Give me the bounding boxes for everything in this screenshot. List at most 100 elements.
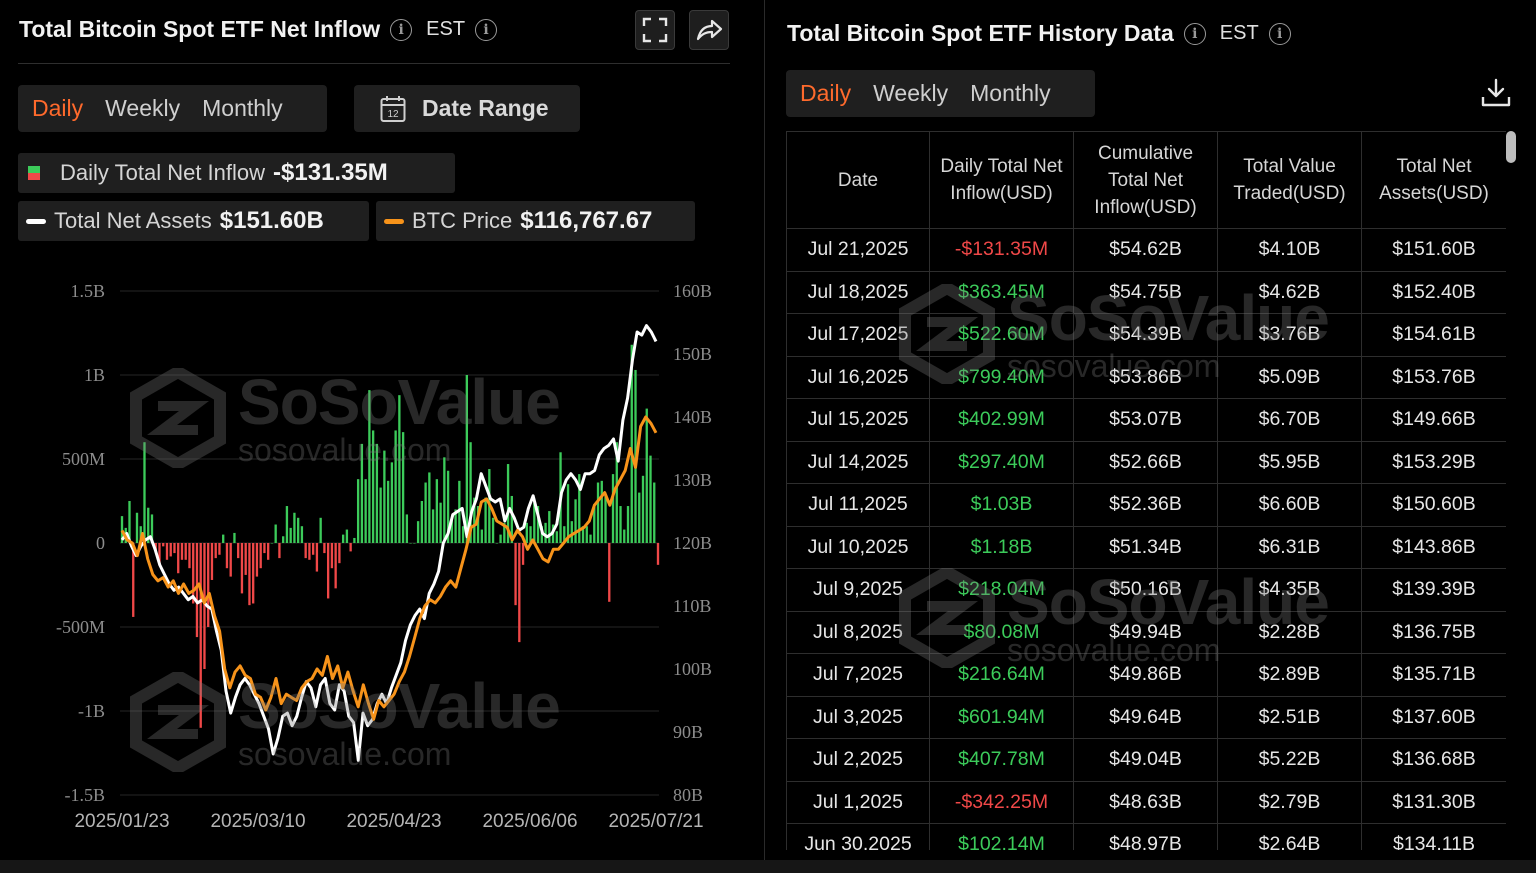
table-row[interactable]: Jul 1,2025 -$342.25M $48.63B $2.79B $131.30B xyxy=(786,780,1506,824)
col-net-assets[interactable]: Total Net Assets(USD) xyxy=(1361,131,1506,229)
inflow-bar xyxy=(289,527,292,543)
table-row[interactable]: Jul 9,2025 $218.04M $50.16B $4.35B $139.39B xyxy=(786,568,1506,612)
inflow-bar xyxy=(143,442,146,543)
inflow-bar xyxy=(379,487,382,543)
inflow-bar xyxy=(326,543,330,599)
tab-weekly[interactable]: Weekly xyxy=(105,95,181,121)
cell-daily-inflow: $1.18B xyxy=(929,525,1074,569)
inflow-bar xyxy=(386,480,390,543)
inflow-bar xyxy=(338,543,341,564)
assets-stat-value: $151.60B xyxy=(219,207,324,234)
inflow-bar xyxy=(132,543,135,617)
x-tick-label: 2025/07/21 xyxy=(608,811,703,832)
cell-value-traded: $2.51B xyxy=(1217,695,1362,739)
inflow-bar xyxy=(334,543,337,589)
col-cumulative-inflow[interactable]: Cumulative Total Net Inflow(USD) xyxy=(1073,131,1218,229)
inflow-bar xyxy=(255,543,259,577)
col-date[interactable]: Date xyxy=(786,131,930,229)
table-row[interactable]: Jul 7,2025 $216.64M $49.86B $2.89B $135.71B xyxy=(786,653,1506,697)
inflow-legend-swatch xyxy=(28,166,40,180)
history-table-container[interactable]: Date Daily Total Net Inflow(USD) Cumulat… xyxy=(786,131,1506,850)
cell-date: Jul 1,2025 xyxy=(786,780,930,824)
x-tick-label: 2025/06/06 xyxy=(482,811,577,832)
fullscreen-button[interactable] xyxy=(635,10,675,50)
tab-monthly[interactable]: Monthly xyxy=(202,95,283,121)
btc-legend-swatch xyxy=(384,218,404,224)
y-left-tick-label: 500M xyxy=(62,449,105,469)
table-row[interactable]: Jul 16,2025 $799.40M $53.86B $5.09B $153.76B xyxy=(786,355,1506,399)
inflow-bar xyxy=(214,543,217,559)
download-icon[interactable] xyxy=(1480,77,1512,109)
tab-daily[interactable]: Daily xyxy=(800,80,852,106)
date-range-button[interactable]: 12 Date Range xyxy=(354,85,580,132)
btc-stat-label: BTC Price xyxy=(412,208,513,233)
table-row[interactable]: Jul 14,2025 $297.40M $52.66B $5.95B $153.29B xyxy=(786,440,1506,484)
inflow-bar xyxy=(450,517,454,543)
y-right-tick-label: 160B xyxy=(673,281,712,301)
cell-net-assets: $136.75B xyxy=(1361,610,1506,654)
panel-divider xyxy=(764,0,765,860)
table-row[interactable]: Jul 8,2025 $80.08M $49.94B $2.28B $136.75B xyxy=(786,610,1506,654)
inflow-bar xyxy=(596,482,600,543)
cell-cumulative-inflow: $51.34B xyxy=(1073,525,1218,569)
cell-date: Jul 14,2025 xyxy=(786,440,930,484)
history-title-row: Total Bitcoin Spot ETF History Data i ES… xyxy=(787,20,1291,47)
table-row[interactable]: Jul 21,2025 -$131.35M $54.62B $4.10B $151.60… xyxy=(786,228,1506,272)
inflow-bar xyxy=(293,512,296,543)
table-row[interactable]: Jul 10,2025 $1.18B $51.34B $6.31B $143.86B xyxy=(786,525,1506,569)
inflow-bar xyxy=(394,430,397,543)
inflow-bar xyxy=(491,517,495,543)
y-right-tick-label: 100B xyxy=(673,659,712,679)
date-range-label: Date Range xyxy=(422,95,549,121)
inflow-chart[interactable]: 1.5B 1B 500M 0 -500M -1B -1.5B 160B 150B 140B 130B… xyxy=(0,250,748,840)
inflow-bar xyxy=(510,495,513,543)
timezone-label: EST xyxy=(1219,22,1259,44)
tab-weekly[interactable]: Weekly xyxy=(873,80,949,106)
inflow-bar xyxy=(593,504,596,543)
share-button[interactable] xyxy=(689,10,729,50)
table-row[interactable]: Jul 18,2025 $363.45M $54.75B $4.62B $152.40B xyxy=(786,270,1506,314)
table-row[interactable]: Jul 2,2025 $407.78M $49.04B $5.22B $136.68B xyxy=(786,738,1506,782)
tab-monthly[interactable]: Monthly xyxy=(970,80,1051,106)
inflow-bar xyxy=(514,543,517,606)
table-row[interactable]: Jul 15,2025 $402.99M $53.07B $6.70B $149.66B xyxy=(786,398,1506,442)
btc-price-stat: BTC Price $116,767.67 xyxy=(376,201,695,241)
table-row[interactable]: Jul 11,2025 $1.03B $52.36B $6.60B $150.60B xyxy=(786,483,1506,527)
tab-daily[interactable]: Daily xyxy=(32,95,84,121)
cell-date: Jul 18,2025 xyxy=(786,270,930,314)
inflow-bar xyxy=(566,484,570,543)
cell-cumulative-inflow: $54.39B xyxy=(1073,313,1218,357)
info-icon[interactable]: i xyxy=(1183,22,1206,45)
history-interval-tabs: Daily Weekly Monthly xyxy=(786,70,1095,117)
inflow-bar xyxy=(180,543,184,560)
table-row[interactable]: Jul 17,2025 $522.60M $54.39B $3.76B $154.61B xyxy=(786,313,1506,357)
table-scrollbar[interactable] xyxy=(1506,131,1516,163)
info-icon[interactable]: i xyxy=(390,18,413,41)
col-value-traded[interactable]: Total Value Traded(USD) xyxy=(1217,131,1362,229)
inflow-bar xyxy=(626,506,630,543)
cell-cumulative-inflow: $53.86B xyxy=(1073,355,1218,399)
cell-date: Jul 9,2025 xyxy=(786,568,930,612)
info-icon[interactable]: i xyxy=(475,18,498,41)
inflow-stat-value: -$131.35M xyxy=(273,159,388,186)
table-row[interactable]: Jun 30,2025 $102.14M $48.97B $2.64B $134.11B xyxy=(786,823,1506,850)
y-right-tick-label: 140B xyxy=(673,407,712,427)
inflow-bar xyxy=(416,521,420,543)
cell-cumulative-inflow: $54.75B xyxy=(1073,270,1218,314)
inflow-bar xyxy=(188,543,191,569)
cell-value-traded: $3.76B xyxy=(1217,313,1362,357)
cell-net-assets: $151.60B xyxy=(1361,228,1506,272)
inflow-bar xyxy=(439,502,442,543)
inflow-bar xyxy=(484,497,487,543)
inflow-bar xyxy=(424,482,427,543)
inflow-bar xyxy=(349,543,352,552)
inflow-bar xyxy=(252,543,255,604)
inflow-bar xyxy=(574,499,577,543)
cell-cumulative-inflow: $49.94B xyxy=(1073,610,1218,654)
inflow-bar xyxy=(207,543,210,627)
col-daily-inflow[interactable]: Daily Total Net Inflow(USD) xyxy=(929,131,1074,229)
cell-cumulative-inflow: $48.63B xyxy=(1073,780,1218,824)
inflow-bar xyxy=(533,502,536,543)
table-row[interactable]: Jul 3,2025 $601.94M $49.64B $2.51B $137.60B xyxy=(786,695,1506,739)
info-icon[interactable]: i xyxy=(1268,22,1291,45)
